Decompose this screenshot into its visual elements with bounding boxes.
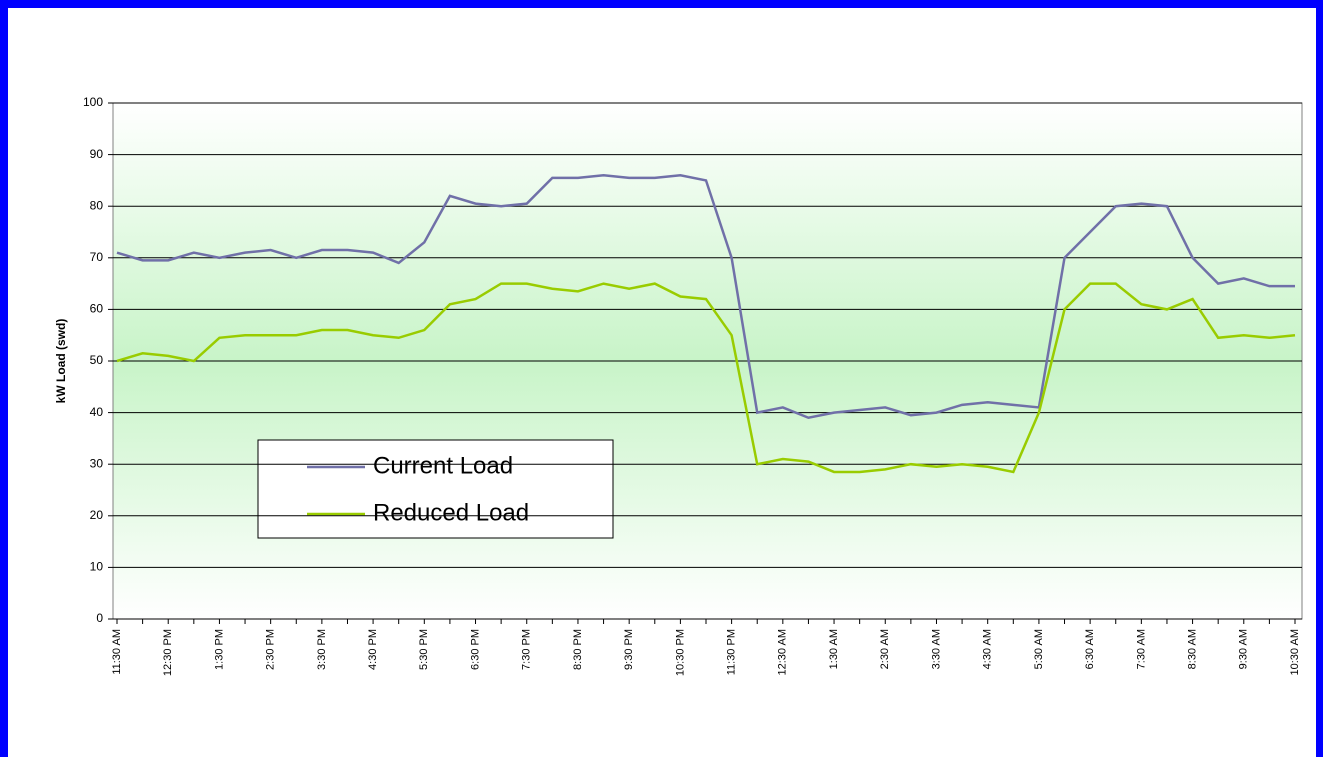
x-tick-label: 5:30 AM [1033,629,1045,669]
x-tick-label: 12:30 AM [777,629,789,675]
x-tick-label: 6:30 PM [469,629,481,670]
x-tick-label: 3:30 PM [316,629,328,670]
x-tick-label: 8:30 PM [572,629,584,670]
legend-label: Current Load [373,452,513,479]
legend: Current Load Reduced Load [257,439,614,539]
y-tick-label: 100 [83,95,103,109]
y-tick-label: 90 [90,147,104,161]
y-tick-label: 70 [90,250,104,264]
x-tick-label: 7:30 PM [521,629,533,670]
x-tick-label: 12:30 PM [162,629,174,676]
legend-label: Reduced Load [373,499,529,526]
y-tick-label: 10 [90,560,104,574]
x-tick-label: 9:30 PM [623,629,635,670]
y-tick-label: 80 [90,198,104,212]
y-tick-label: 60 [90,302,104,316]
frame-right [1316,0,1323,757]
y-tick-label: 50 [90,353,104,367]
series-line [116,173,1295,420]
legend-box [257,439,614,539]
y-tick-label: 30 [90,456,104,470]
x-tick-label: 4:30 AM [982,629,994,669]
frame-top [0,0,1323,8]
x-tick-label: 11:30 AM [111,629,123,675]
x-tick-label: 2:30 PM [265,629,277,670]
x-tick-label: 8:30 AM [1186,629,1198,669]
x-tick-label: 11:30 PM [726,629,738,675]
x-tick-label: 7:30 AM [1135,629,1147,669]
x-tick-label: 10:30 PM [674,629,686,676]
y-axis-label: kW Load (swd) [54,319,68,404]
y-tick-label: 20 [90,508,104,522]
frame-left [0,0,8,757]
x-tick-label: 1:30 PM [213,629,225,670]
x-tick-label: 9:30 AM [1238,629,1250,669]
x-tick-label: 4:30 PM [367,629,379,670]
x-tick-label: 5:30 PM [418,629,430,670]
x-tick-label: 1:30 AM [828,629,840,669]
x-tick-label: 3:30 AM [930,629,942,669]
x-tick-label: 6:30 AM [1084,629,1096,669]
y-tick-label: 0 [96,611,103,625]
series-line [116,282,1296,474]
x-tick-label: 10:30 AM [1289,629,1301,675]
x-tick-label: 2:30 AM [879,629,891,669]
y-tick-label: 40 [90,405,104,419]
